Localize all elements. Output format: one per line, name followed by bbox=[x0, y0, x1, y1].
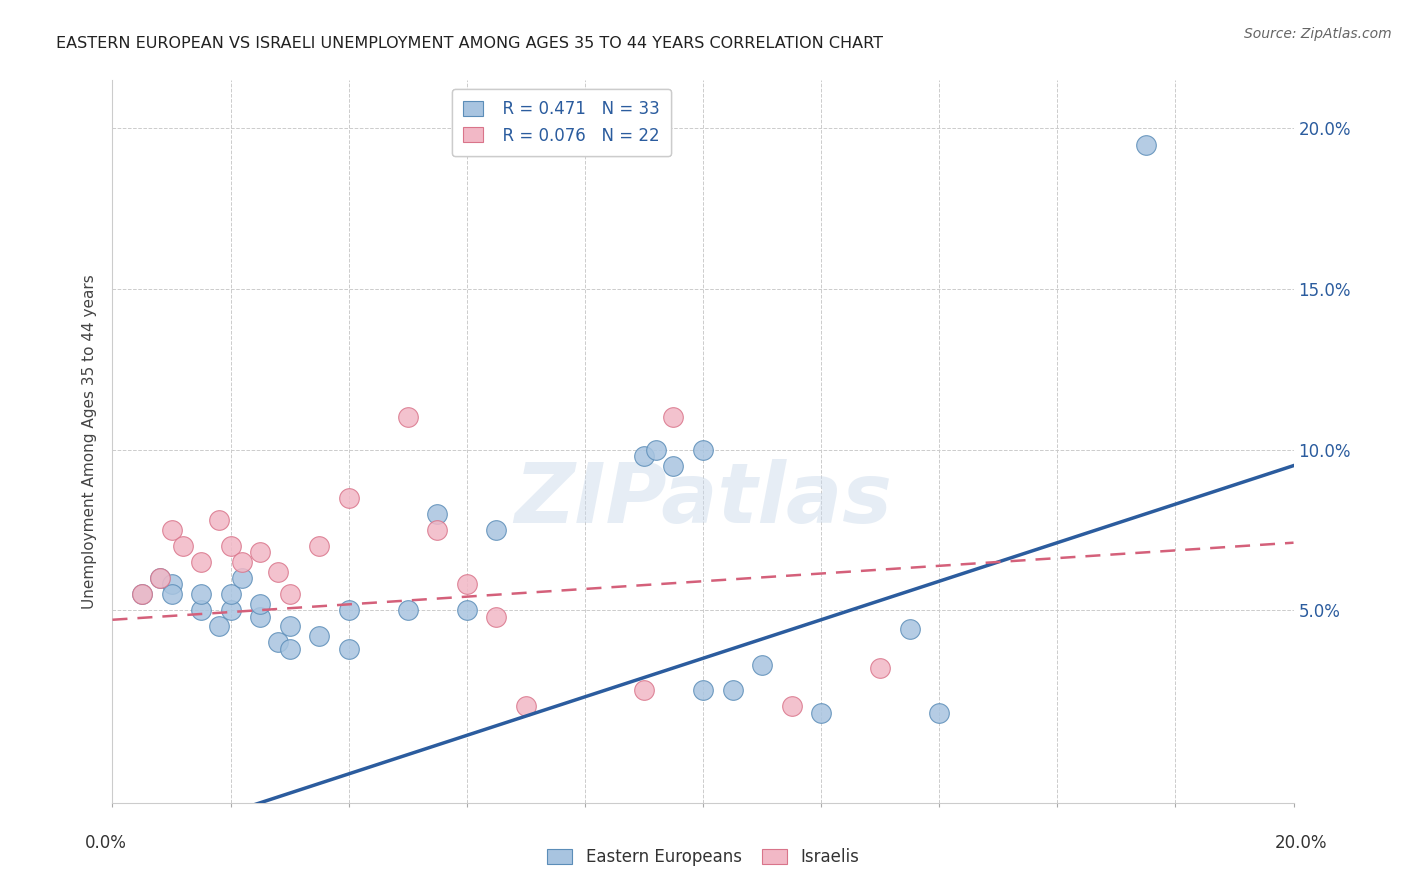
Point bbox=[267, 635, 290, 649]
Y-axis label: Unemployment Among Ages 35 to 44 years: Unemployment Among Ages 35 to 44 years bbox=[82, 274, 97, 609]
Text: Source: ZipAtlas.com: Source: ZipAtlas.com bbox=[1244, 27, 1392, 41]
Point bbox=[1135, 137, 1157, 152]
Point bbox=[485, 523, 508, 537]
Point bbox=[190, 603, 212, 617]
Point bbox=[810, 706, 832, 720]
Point bbox=[231, 555, 253, 569]
Point bbox=[721, 683, 744, 698]
Point bbox=[337, 641, 360, 656]
Point bbox=[278, 619, 301, 633]
Point bbox=[898, 623, 921, 637]
Point bbox=[644, 442, 666, 457]
Point bbox=[928, 706, 950, 720]
Point bbox=[160, 587, 183, 601]
Point bbox=[456, 577, 478, 591]
Point bbox=[780, 699, 803, 714]
Text: EASTERN EUROPEAN VS ISRAELI UNEMPLOYMENT AMONG AGES 35 TO 44 YEARS CORRELATION C: EASTERN EUROPEAN VS ISRAELI UNEMPLOYMENT… bbox=[56, 36, 883, 51]
Point bbox=[633, 449, 655, 463]
Point bbox=[249, 609, 271, 624]
Point bbox=[131, 587, 153, 601]
Point bbox=[231, 571, 253, 585]
Point bbox=[308, 539, 330, 553]
Point bbox=[869, 661, 891, 675]
Point bbox=[337, 603, 360, 617]
Point bbox=[426, 523, 449, 537]
Point bbox=[426, 507, 449, 521]
Point bbox=[456, 603, 478, 617]
Text: 0.0%: 0.0% bbox=[84, 834, 127, 852]
Point bbox=[396, 410, 419, 425]
Point bbox=[249, 545, 271, 559]
Point bbox=[308, 629, 330, 643]
Point bbox=[160, 523, 183, 537]
Point bbox=[267, 565, 290, 579]
Point bbox=[515, 699, 537, 714]
Point bbox=[751, 657, 773, 672]
Legend:   R = 0.471   N = 33,   R = 0.076   N = 22: R = 0.471 N = 33, R = 0.076 N = 22 bbox=[451, 88, 671, 156]
Point bbox=[172, 539, 194, 553]
Point bbox=[190, 555, 212, 569]
Point bbox=[219, 587, 242, 601]
Point bbox=[396, 603, 419, 617]
Point bbox=[219, 539, 242, 553]
Point bbox=[131, 587, 153, 601]
Legend: Eastern Europeans, Israelis: Eastern Europeans, Israelis bbox=[538, 840, 868, 875]
Point bbox=[278, 641, 301, 656]
Point bbox=[149, 571, 172, 585]
Point bbox=[219, 603, 242, 617]
Point bbox=[662, 410, 685, 425]
Point bbox=[160, 577, 183, 591]
Point bbox=[208, 513, 231, 527]
Point bbox=[485, 609, 508, 624]
Point bbox=[149, 571, 172, 585]
Text: ZIPatlas: ZIPatlas bbox=[515, 458, 891, 540]
Point bbox=[337, 491, 360, 505]
Point bbox=[633, 683, 655, 698]
Point bbox=[692, 442, 714, 457]
Text: 20.0%: 20.0% bbox=[1274, 834, 1327, 852]
Point bbox=[249, 597, 271, 611]
Point bbox=[278, 587, 301, 601]
Point bbox=[190, 587, 212, 601]
Point bbox=[208, 619, 231, 633]
Point bbox=[692, 683, 714, 698]
Point bbox=[662, 458, 685, 473]
